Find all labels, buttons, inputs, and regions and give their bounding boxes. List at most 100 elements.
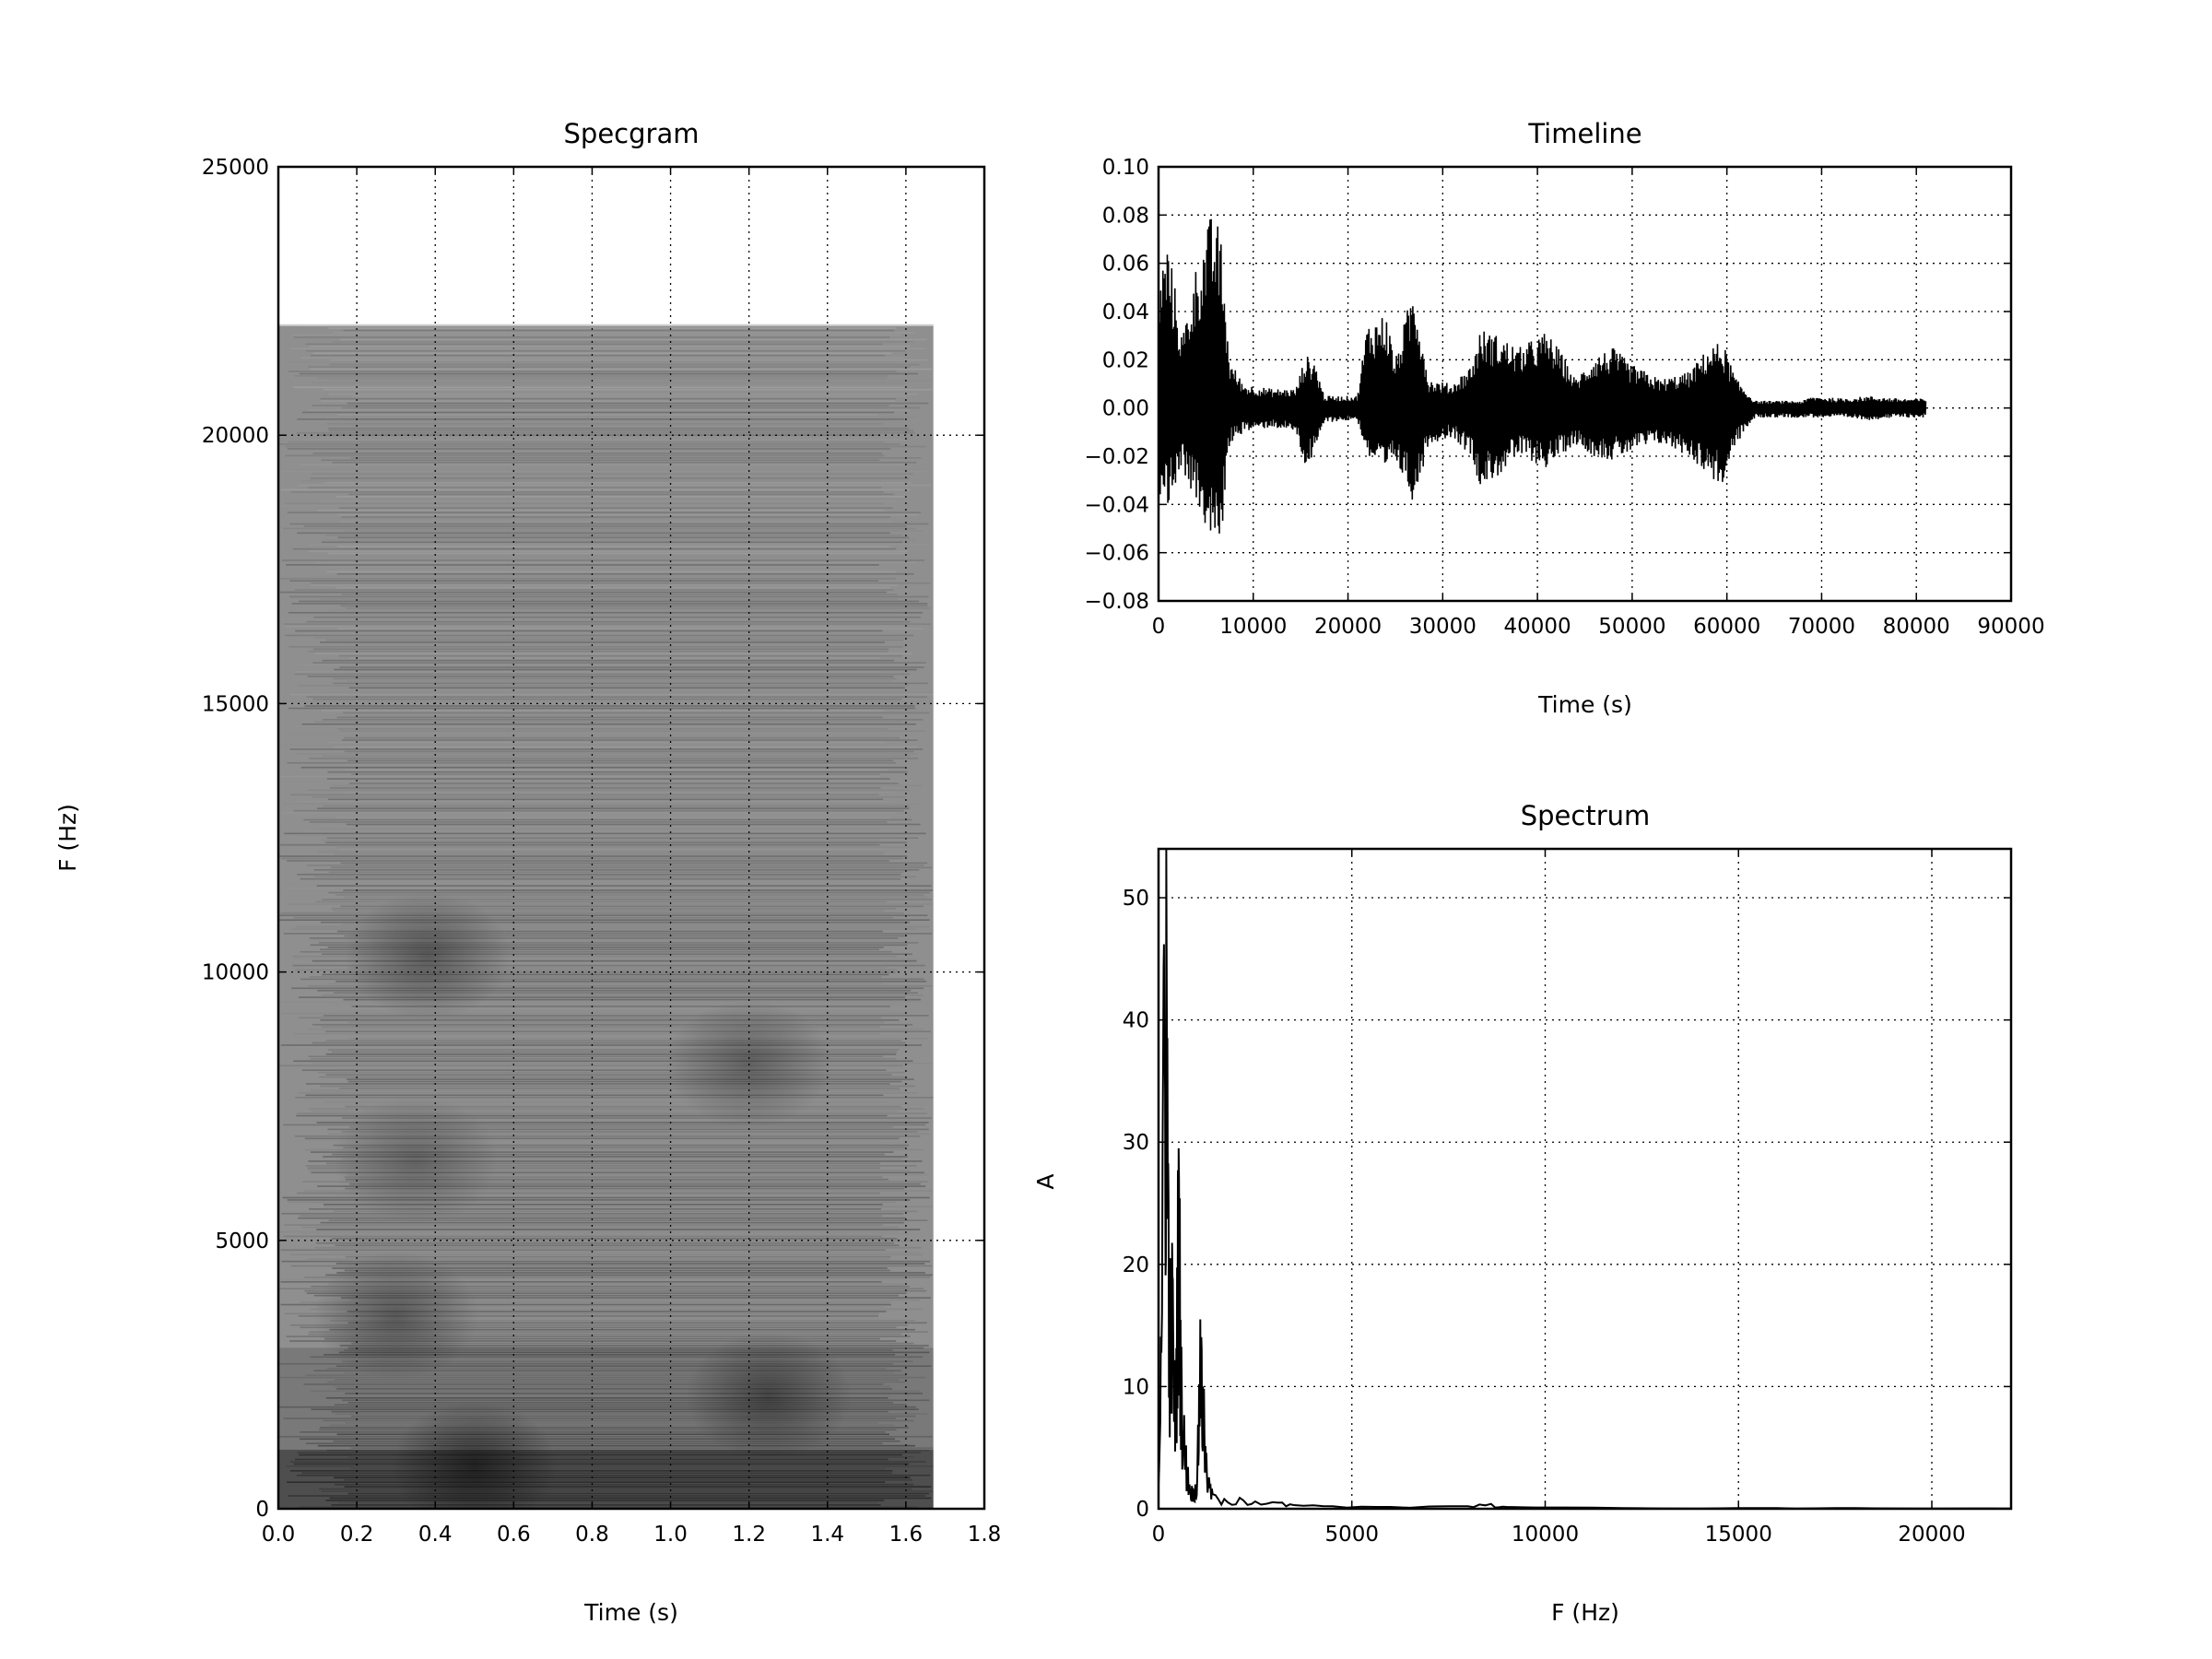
spectrum-ylabel: A: [1032, 1173, 1059, 1189]
specgram-streak: [320, 1221, 904, 1224]
specgram-streak: [304, 1137, 900, 1140]
specgram-streak: [280, 1044, 923, 1046]
specgram-streak: [331, 866, 933, 869]
specgram-streak: [334, 1477, 911, 1479]
specgram-streak: [283, 1235, 883, 1238]
specgram-streak: [321, 1026, 880, 1029]
specgram-streak: [297, 418, 904, 420]
spectrum-ytick-label: 40: [1123, 1009, 1149, 1033]
specgram-streak: [318, 828, 880, 830]
specgram-streak: [306, 349, 906, 352]
specgram-streak: [334, 1404, 907, 1406]
timeline-ytick-label: 0.04: [1102, 300, 1149, 324]
specgram-streak: [318, 434, 880, 436]
specgram-streak: [348, 1456, 914, 1458]
specgram-streak: [321, 566, 880, 569]
specgram-streak: [324, 1206, 934, 1208]
specgram-streak: [280, 470, 926, 473]
specgram-streak: [307, 789, 910, 792]
specgram-streak: [328, 1219, 928, 1221]
specgram-streak: [341, 516, 891, 518]
specgram-streak: [327, 798, 884, 801]
specgram-ytick-label: 0: [255, 1498, 269, 1522]
specgram-streak: [321, 691, 932, 694]
specgram-streak: [315, 1242, 895, 1244]
specgram-streak: [297, 532, 890, 535]
specgram-streak: [344, 1486, 932, 1488]
specgram-streak: [318, 942, 919, 944]
specgram-streak: [336, 846, 911, 848]
specgram-streak: [317, 700, 934, 702]
specgram-streak: [313, 653, 912, 655]
specgram-streak: [310, 1119, 912, 1122]
specgram-streak: [289, 1461, 926, 1463]
specgram-streak: [284, 1312, 879, 1315]
specgram-streak: [314, 637, 909, 639]
specgram-streak: [312, 453, 883, 454]
specgram-streak: [327, 1128, 929, 1131]
specgram-streak: [293, 386, 905, 389]
specgram-streak: [288, 735, 902, 736]
specgram-streak: [345, 1187, 905, 1190]
specgram-streak: [333, 682, 928, 685]
specgram-streak: [309, 346, 910, 347]
specgram-streak: [331, 569, 888, 571]
specgram-streak: [345, 530, 924, 532]
specgram-streak: [324, 1337, 880, 1340]
specgram-streak: [310, 1103, 927, 1106]
timeline-xtick-label: 80000: [1883, 615, 1950, 639]
specgram-streak: [303, 1383, 884, 1385]
specgram-streak: [297, 685, 910, 687]
specgram-streak: [309, 1108, 924, 1110]
specgram-streak: [313, 876, 916, 878]
specgram-streak: [294, 1135, 921, 1137]
specgram-streak: [291, 603, 928, 605]
specgram-streak: [300, 357, 904, 359]
specgram-streak: [335, 1263, 925, 1265]
specgram-streak: [304, 1289, 927, 1292]
specgram-streak: [340, 605, 928, 607]
specgram-streak: [331, 1504, 881, 1506]
specgram-streak: [332, 341, 913, 343]
specgram-xtick-label: 0.4: [418, 1523, 453, 1547]
specgram-streak: [316, 436, 888, 439]
specgram-streak: [282, 1012, 906, 1015]
specgram-streak: [280, 591, 888, 594]
specgram-streak: [315, 900, 888, 903]
specgram-streak: [290, 880, 900, 882]
specgram-streak: [308, 550, 908, 552]
specgram-streak: [329, 1328, 915, 1331]
specgram-streak: [314, 561, 916, 564]
specgram-streak: [301, 439, 908, 441]
specgram-streak: [314, 721, 903, 724]
specgram-energy-region: [665, 998, 832, 1128]
specgram-streak: [320, 1019, 900, 1021]
specgram-streak: [344, 1269, 890, 1272]
specgram-streak: [279, 1288, 924, 1290]
specgram-streak: [343, 1147, 906, 1148]
specgram-grid: [278, 167, 984, 1509]
specgram-streak: [323, 1015, 929, 1017]
specgram-streak: [333, 1440, 900, 1442]
specgram-streak: [328, 891, 931, 894]
specgram-streak: [320, 400, 896, 402]
specgram-streak: [291, 987, 924, 990]
specgram-streak: [317, 851, 885, 853]
specgram-streak: [310, 477, 910, 479]
specgram-streak: [287, 512, 922, 513]
specgram-streak: [309, 758, 919, 759]
specgram-streak: [311, 382, 906, 384]
specgram-streak: [335, 496, 908, 498]
specgram-streak: [323, 388, 933, 391]
specgram-streak: [323, 1156, 908, 1158]
specgram-streak: [349, 657, 880, 659]
specgram-streak: [284, 625, 905, 628]
specgram-streak: [298, 484, 932, 487]
specgram-streak: [348, 493, 894, 496]
specgram-streak: [305, 1165, 917, 1167]
timeline-panel: 0 10000 20000 30000 40000 50000 60000 70000 8000…: [1085, 118, 2045, 718]
specgram-ticks: 0.0 0.2 0.4 0.6 0.8 1.0 1.2 1.4 1.6 1.8 0 5000 10000…: [202, 156, 1001, 1547]
specgram-streak: [301, 1226, 899, 1229]
spectrum-ytick-label: 0: [1135, 1498, 1149, 1522]
specgram-streak: [343, 889, 933, 891]
